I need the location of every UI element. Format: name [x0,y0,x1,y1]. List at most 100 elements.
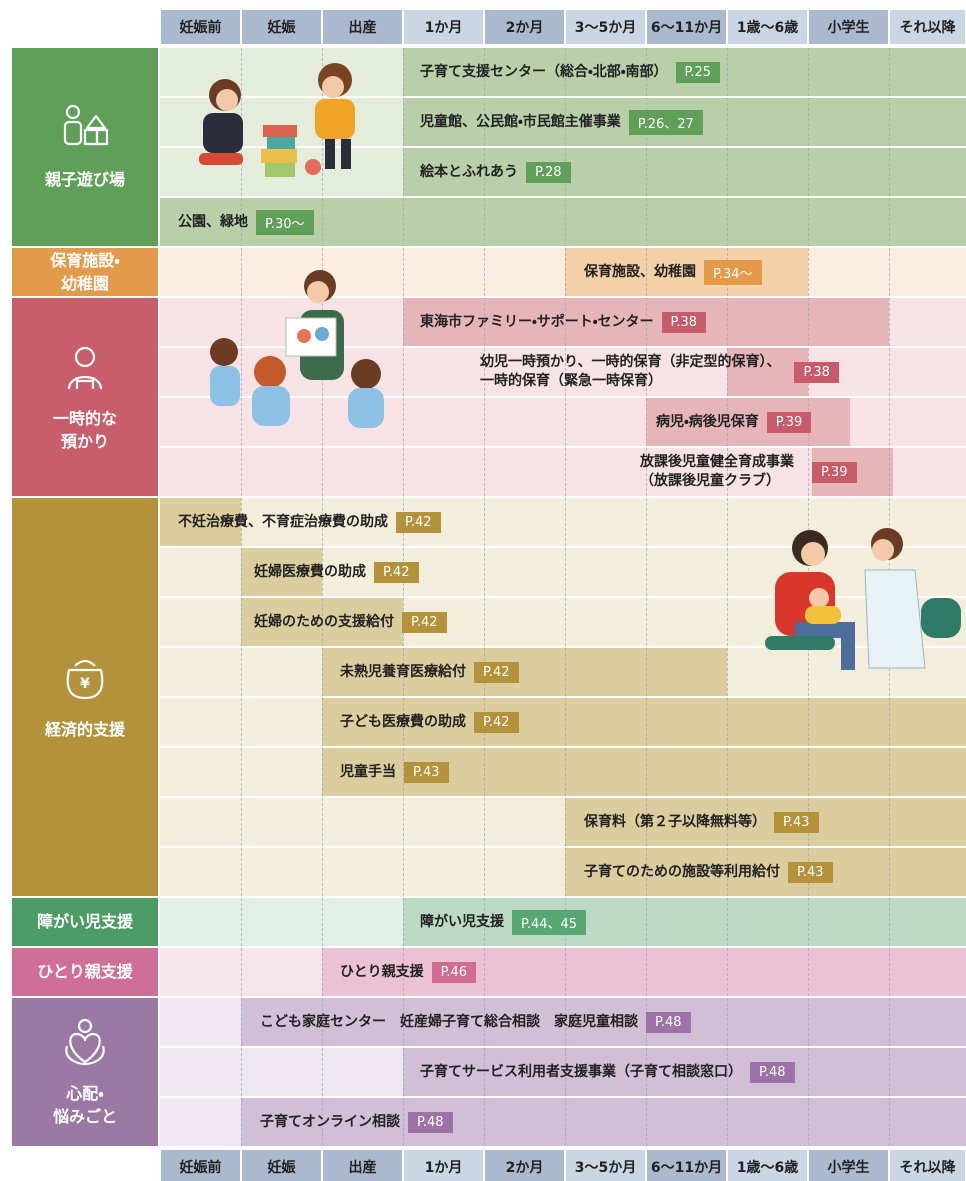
column-divider [808,1098,809,1146]
row-text: 子育てサービス利用者支援事業（子育て相談窓口） [420,1063,742,1082]
column-divider [565,448,566,496]
row-text: 子育てオンライン相談 [260,1113,400,1132]
category: ひとり親支援 [12,948,158,996]
row-text: こども家庭センター 妊産婦子育て総合相談 家庭児童相談 [260,1013,638,1032]
row-bar [403,1048,966,1096]
column-divider [727,698,728,746]
column-divider [241,698,242,746]
column-divider [322,648,323,696]
column-divider [727,748,728,796]
page-tag: P.42 [474,661,519,683]
page-tag: P.42 [396,511,441,533]
column-divider [889,298,890,346]
row-bar [241,548,322,596]
column-divider [322,398,323,446]
column-divider [646,898,647,946]
row-text-line: 子育てサービス利用者支援事業（子育て相談窓口） [420,1063,742,1080]
row-label: 保育料（第２子以降無料等） P.43 [584,798,819,846]
column-divider [808,948,809,996]
column-divider [646,498,647,546]
column-divider [403,648,404,696]
footer-cell: 小学生 [809,1150,888,1181]
column-divider [727,348,728,396]
column-divider [808,298,809,346]
page-tag: P.42 [474,711,519,733]
column-divider [646,148,647,196]
row-text-line: 幼児一時預かり、一時的保育（非定型的保育）、 [480,354,781,371]
column-divider [241,748,242,796]
header-cell: 妊娠 [242,10,321,44]
page-tag: P.38 [794,361,839,383]
column-divider [565,248,566,296]
column-divider [322,948,323,996]
row-label: 放課後児童健全育成事業 （放課後児童クラブ） P.39 [640,448,857,496]
column-divider [889,348,890,396]
row-text: 病児・病後児保育 [656,413,759,432]
column-divider [241,898,242,946]
header-cell: 1か月 [404,10,483,44]
category-icon [65,1018,105,1065]
column-divider [322,598,323,646]
header-cell: 1歳～6歳 [728,10,807,44]
column-divider [646,548,647,596]
column-divider [646,298,647,346]
column-divider [484,48,485,96]
column-divider [322,998,323,1046]
column-divider [565,948,566,996]
category-label: 預かり [60,432,109,451]
row-text: 妊婦医療費の助成 [254,563,366,582]
column-divider [727,98,728,146]
page-tag: P.39 [812,461,857,483]
row-text-line: （放課後児童クラブ） [640,473,780,489]
row-text-line: 子育てのための施設等利用給付 [584,863,780,880]
row-bar [322,698,966,746]
category: 心配・ 悩みごと [12,998,158,1146]
row-label: 子育てオンライン相談 P.48 [260,1098,453,1146]
column-divider [889,48,890,96]
column-divider [889,848,890,896]
row-text-line: 不妊治療費、不育症治療費の助成 [178,513,388,530]
column-divider [565,198,566,246]
column-divider [241,1048,242,1096]
footer-cell: 妊娠前 [161,1150,240,1181]
row-label: ひとり親支援 P.46 [340,948,477,996]
column-divider [808,98,809,146]
page-tag: P.43 [788,861,833,883]
column-divider [484,748,485,796]
column-divider [241,198,242,246]
row-label: 公園、緑地 P.30～ [178,198,314,246]
column-divider [322,1048,323,1096]
column-divider [889,948,890,996]
page-tag: P.42 [402,611,447,633]
row-bar [322,648,727,696]
category-label: ひとり親支援 [37,962,133,982]
category-label: 障がい児支援 [36,912,133,932]
column-divider [727,998,728,1046]
page-tag: P.48 [408,1111,453,1133]
column-divider [727,198,728,246]
header-cell: 小学生 [809,10,888,44]
column-divider [646,798,647,846]
row-text-line: ひとり親支援 [340,963,424,980]
column-divider [646,1098,647,1146]
row-text-line: 児童館、公民館・市民館主催事業 [420,113,621,130]
footer-cell: 妊娠 [242,1150,321,1181]
column-divider [403,398,404,446]
column-divider [484,898,485,946]
row-text-line: こども家庭センター 妊産婦子育て総合相談 家庭児童相談 [260,1013,638,1030]
illustration [210,270,384,428]
row-bar [565,848,966,896]
row-text-line: 保育施設、幼稚園 [584,263,696,280]
row-label: 絵本とふれあう P.28 [420,148,571,196]
column-divider [808,1048,809,1096]
column-divider [727,548,728,596]
column-divider [808,698,809,746]
column-divider [322,848,323,896]
row-bar [160,498,241,546]
row-text: 障がい児支援 [420,913,504,932]
category: 保育施設・ 幼稚園 [12,248,158,296]
row-text-line: 絵本とふれあう [420,163,518,180]
category: 障がい児支援 [12,898,158,946]
page-tag: P.48 [646,1011,691,1033]
header-cell: 3～5か月 [566,10,645,44]
